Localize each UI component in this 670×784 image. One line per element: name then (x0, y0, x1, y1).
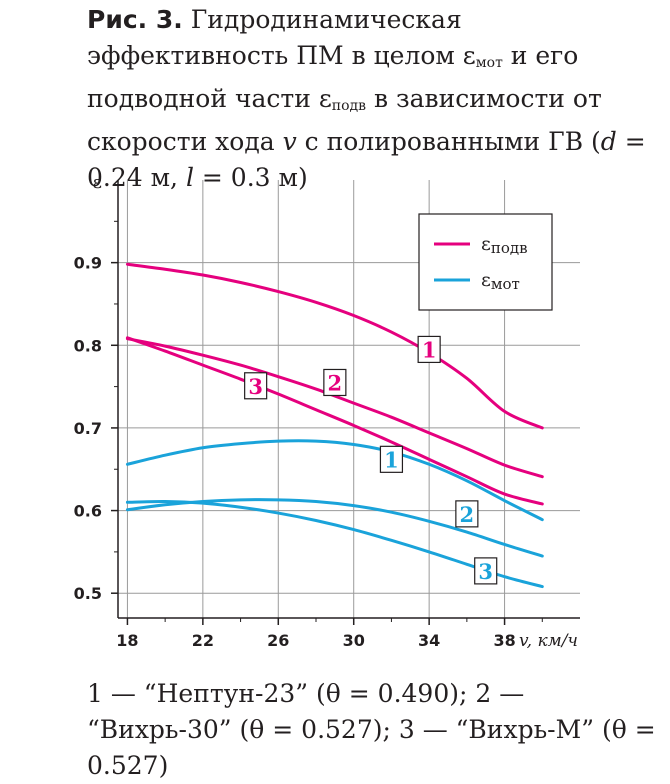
y-tick-label: 0.5 (74, 584, 102, 603)
curve-label-box (474, 557, 498, 585)
series-line-mot-2 (125, 498, 544, 558)
curve-label-box (379, 445, 404, 473)
x-axis-label: v, км/ч (519, 631, 578, 651)
series-line-mot-3 (125, 499, 544, 589)
x-tick-label: 18 (116, 631, 138, 650)
y-axis-label: ε (93, 172, 102, 193)
caption-var-d: d (600, 127, 617, 156)
legend-label-podv: εподв (481, 233, 528, 257)
efficiency-chart: 18 22 26 30 34 380.50.60.70.80.9εv, км/ч 1231… (74, 172, 580, 651)
caption-text-5: = 0.24 м, (87, 127, 646, 192)
x-tick-label: 22 (192, 631, 214, 650)
curve-label-mot-3: 3 (478, 559, 493, 584)
curve-labels: 1 2 3 1 2 3 (244, 335, 498, 585)
x-tick-label: 30 (343, 631, 365, 650)
x-tick-label: 26 (267, 631, 289, 650)
caption-text-3: в зависимости от скорости хода (87, 84, 602, 156)
y-tick-label: 0.6 (74, 502, 102, 521)
caption-text-4: с полированными ГВ ( (296, 127, 601, 156)
series-legend-caption: 1 — “Нептун-23” (θ = 0.490); 2 — “Вихрь-… (87, 679, 656, 780)
legend: εподв εмот (418, 213, 553, 311)
x-tick-label: 38 (493, 631, 515, 650)
figure-caption: Рис. 3. Гидродинамическая эффективность … (87, 2, 662, 196)
x-tick-label: 34 (418, 631, 440, 650)
caption-text-1: Гидродинамическая эффективность ПМ в цел… (87, 5, 476, 70)
curve-label-mot-2: 2 (460, 502, 475, 527)
curve-label-box (244, 372, 268, 400)
figure-label: Рис. 3. (87, 5, 183, 34)
curve-label-box (323, 368, 347, 397)
y-tick-label: 0.9 (74, 254, 102, 273)
curve-label-box (455, 500, 479, 528)
curve-label-mot-1: 1 (384, 447, 399, 472)
series-line-mot-1 (125, 439, 544, 522)
y-tick-label: 0.8 (74, 336, 102, 355)
curve-label-podv-2: 2 (328, 370, 343, 395)
series-line-podv-3 (125, 336, 544, 506)
legend-label-mot: εмот (481, 269, 520, 293)
caption-sub-podv: подв (331, 98, 367, 114)
caption-var-v: v (282, 127, 297, 156)
legend-box (418, 213, 553, 311)
curve-label-podv-3: 3 (248, 374, 263, 399)
curve-label-podv-1: 1 (422, 337, 437, 362)
y-tick-label: 0.7 (74, 419, 102, 438)
caption-var-l: l (185, 163, 194, 192)
caption-sub-mot: мот (475, 55, 503, 71)
axes: 18 22 26 30 34 380.50.60.70.80.9εv, км/ч (74, 172, 580, 651)
caption-text-6: = 0.3 м) (193, 163, 308, 192)
curve-label-box (417, 335, 441, 364)
caption-text-2: и его подводной части ε (87, 41, 579, 113)
series (125, 262, 544, 589)
series-line-podv-1 (125, 262, 544, 430)
